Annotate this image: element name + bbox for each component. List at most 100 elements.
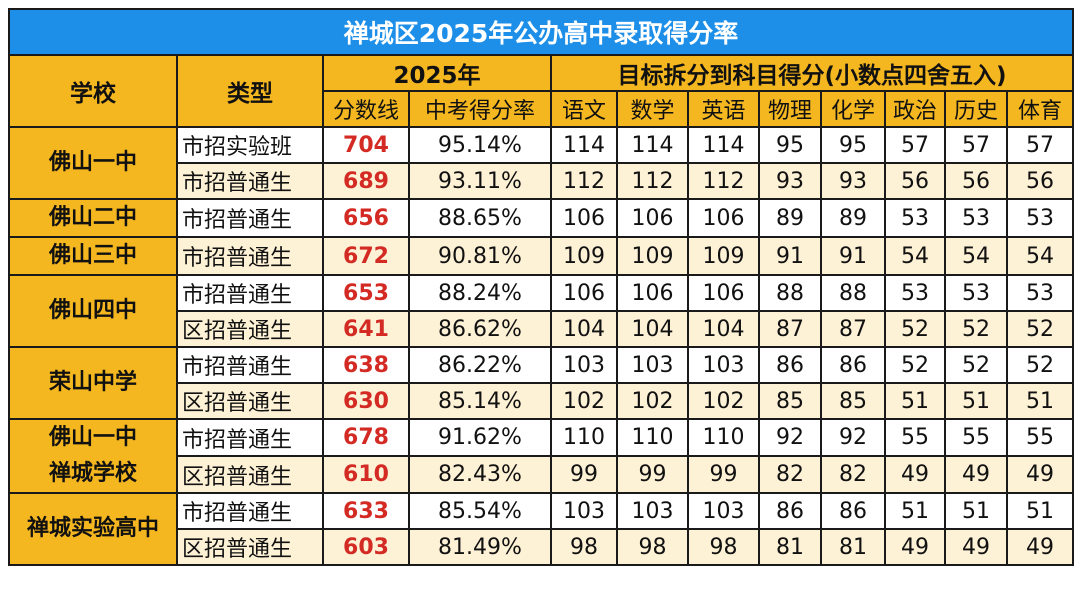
subject-score-cell: 99	[687, 455, 760, 494]
school-name-line: 佛山二中	[48, 205, 137, 230]
subject-score-cell: 103	[687, 492, 760, 530]
header-score-line: 分数线	[322, 90, 410, 128]
score-line-cell: 641	[322, 310, 410, 348]
subject-score-cell: 54	[884, 236, 946, 276]
score-line-cell: 656	[322, 198, 410, 238]
subject-score-cell: 55	[884, 418, 946, 457]
subject-score-cell: 106	[687, 198, 760, 238]
subject-score-cell: 55	[1005, 418, 1075, 457]
subject-score-cell: 54	[1005, 236, 1075, 276]
score-rate-cell: 91.62%	[408, 418, 552, 457]
header-school: 学校	[8, 54, 178, 128]
subject-score-cell: 88	[758, 274, 822, 312]
subject-score-cell: 53	[1005, 198, 1075, 238]
subject-score-cell: 57	[1005, 126, 1075, 164]
subject-score-cell: 89	[758, 198, 822, 238]
subject-score-cell: 52	[1005, 310, 1075, 348]
header-subject-pe: 体育	[1005, 90, 1075, 128]
subject-score-cell: 49	[1005, 528, 1075, 566]
subject-score-cell: 53	[944, 198, 1008, 238]
subject-score-cell: 86	[758, 346, 822, 384]
subject-score-cell: 109	[550, 236, 618, 276]
table-row: 区招普通生 641 86.62% 104 104 104 87 87 52 52 52	[9, 310, 1075, 348]
school-name-cell: 佛山一中	[8, 126, 178, 200]
subject-score-cell: 103	[616, 346, 689, 384]
subject-score-cell: 88	[820, 274, 886, 312]
header-subject-english: 英语	[687, 90, 760, 128]
score-rate-cell: 88.24%	[408, 274, 552, 312]
subject-score-cell: 52	[944, 310, 1008, 348]
subject-score-cell: 110	[550, 418, 618, 457]
admission-type-cell: 市招普通生	[176, 274, 324, 312]
score-line-cell: 610	[322, 455, 410, 494]
subject-score-cell: 102	[616, 382, 689, 420]
subject-score-cell: 95	[820, 126, 886, 164]
subject-score-cell: 92	[758, 418, 822, 457]
subject-score-cell: 114	[687, 126, 760, 164]
table-row: 市招普通生 689 93.11% 112 112 112 93 93 56 56 56	[9, 162, 1075, 200]
admission-type-cell: 市招普通生	[176, 346, 324, 384]
subject-score-cell: 53	[884, 198, 946, 238]
subject-score-cell: 51	[1005, 382, 1075, 420]
subject-score-cell: 110	[616, 418, 689, 457]
subject-score-cell: 104	[616, 310, 689, 348]
subject-score-cell: 51	[1005, 492, 1075, 530]
admission-type-cell: 市招实验班	[176, 126, 324, 164]
score-rate-cell: 88.65%	[408, 198, 552, 238]
subject-score-cell: 49	[884, 455, 946, 494]
score-rate-cell: 90.81%	[408, 236, 552, 276]
subject-score-cell: 99	[616, 455, 689, 494]
score-rate-cell: 93.11%	[408, 162, 552, 200]
subject-score-cell: 104	[687, 310, 760, 348]
school-name-line: 佛山一中	[48, 150, 137, 175]
subject-score-cell: 54	[944, 236, 1008, 276]
subject-score-cell: 85	[758, 382, 822, 420]
table-row: 佛山三中 市招普通生 672 90.81% 109 109 109 91 91 54 54 54	[8, 236, 1075, 276]
subject-score-cell: 106	[616, 274, 689, 312]
table-row: 区招普通生 603 81.49% 98 98 98 81 81 49 49 49	[9, 528, 1075, 566]
header-subject-politics: 政治	[884, 90, 946, 128]
subject-score-cell: 104	[550, 310, 618, 348]
admission-type-cell: 区招普通生	[176, 382, 324, 420]
subject-score-cell: 56	[1005, 162, 1075, 200]
subject-score-cell: 86	[820, 346, 886, 384]
subject-score-cell: 112	[550, 162, 618, 200]
school-name-line: 佛山四中	[48, 298, 137, 323]
subject-score-cell: 112	[616, 162, 689, 200]
subject-score-cell: 51	[944, 492, 1008, 530]
subject-score-cell: 51	[884, 492, 946, 530]
score-line-cell: 678	[322, 418, 410, 457]
subject-score-cell: 52	[884, 310, 946, 348]
subject-score-cell: 103	[550, 346, 618, 384]
subject-score-cell: 95	[758, 126, 822, 164]
subject-score-cell: 52	[884, 346, 946, 384]
subject-score-cell: 81	[758, 528, 822, 566]
table-row: 禅城实验高中 市招普通生 633 85.54% 103 103 103 86 86 51 51 51	[8, 492, 1075, 566]
school-name-cell: 佛山二中	[8, 198, 178, 238]
admission-table: 禅城区2025年公办高中录取得分率 学校 类型 2025年 目标拆分到科目得分(…	[7, 8, 1075, 566]
subject-score-cell: 103	[687, 346, 760, 384]
subject-score-cell: 103	[616, 492, 689, 530]
header-rate: 中考得分率	[408, 90, 552, 128]
subject-score-cell: 114	[616, 126, 689, 164]
subject-score-cell: 106	[616, 198, 689, 238]
admission-type-cell: 市招普通生	[176, 492, 324, 530]
subject-score-cell: 56	[944, 162, 1008, 200]
subject-score-cell: 52	[944, 346, 1008, 384]
subject-score-cell: 98	[550, 528, 618, 566]
table-row: 佛山一中 禅城学校 市招普通生 678 91.62% 110 110 110 92 92 55 55 5…	[8, 418, 1075, 494]
school-name-cell: 佛山一中 禅城学校	[8, 418, 178, 494]
subject-score-cell: 86	[820, 492, 886, 530]
subject-score-cell: 114	[550, 126, 618, 164]
table-row: 荣山中学 市招普通生 638 86.22% 103 103 103 86 86 52 52 52	[8, 346, 1075, 420]
subject-score-cell: 87	[758, 310, 822, 348]
header-subject-math: 数学	[616, 90, 689, 128]
score-line-cell: 603	[322, 528, 410, 566]
school-name-line: 荣山中学	[48, 370, 137, 395]
table-row: 区招普通生 630 85.14% 102 102 102 85 85 51 51 51	[9, 382, 1075, 420]
table-row: 佛山二中 市招普通生 656 88.65% 106 106 106 89 89 53 53 53	[8, 198, 1075, 238]
header-subject-physics: 物理	[758, 90, 822, 128]
score-line-cell: 638	[322, 346, 410, 384]
subject-score-cell: 85	[820, 382, 886, 420]
subject-score-cell: 49	[884, 528, 946, 566]
